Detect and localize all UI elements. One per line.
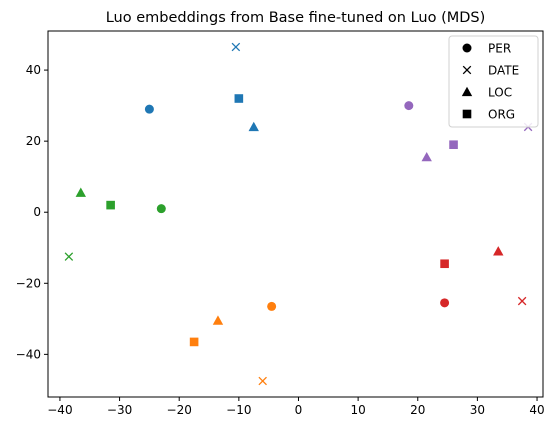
x-tick-label: 20: [410, 403, 425, 417]
data-points: [64, 42, 533, 386]
data-point-circle: [404, 101, 414, 111]
legend-label: LOC: [488, 86, 512, 100]
legend-marker-x: [462, 65, 472, 75]
data-point-triangle: [493, 246, 504, 256]
legend-label: DATE: [488, 64, 519, 78]
legend-marker-square: [462, 109, 472, 119]
x-tick-label: −20: [167, 403, 192, 417]
data-point-square: [440, 259, 449, 269]
data-point-triangle: [248, 121, 259, 132]
data-point-square: [189, 337, 199, 347]
legend-label: ORG: [488, 108, 515, 122]
data-point-triangle: [212, 315, 224, 325]
legend-box: [448, 35, 539, 128]
legend-marker-circle: [462, 43, 472, 53]
data-point-circle: [440, 298, 450, 308]
legend: PER DATE LOC ORG: [448, 35, 539, 128]
x-tick-label: 10: [350, 403, 365, 417]
x-axis: −40 −30 −20 −10 0 10 20 30 40: [47, 397, 545, 417]
x-tick-label: 40: [529, 403, 544, 417]
data-point-square: [449, 140, 458, 150]
data-point-x: [231, 42, 241, 52]
data-point-square: [106, 200, 115, 210]
y-tick-label: −40: [16, 347, 41, 361]
y-axis: −40 −20 0 20 40: [16, 63, 48, 361]
y-tick-label: 40: [26, 63, 41, 77]
x-tick-label: −40: [47, 403, 72, 417]
chart-title: Luo embeddings from Base fine-tuned on L…: [106, 10, 486, 26]
data-point-triangle: [421, 151, 432, 162]
x-tick-label: −30: [107, 403, 132, 417]
legend-label: PER: [488, 42, 511, 56]
data-point-x: [517, 296, 527, 306]
data-point-circle: [267, 301, 277, 311]
data-point-circle: [144, 104, 154, 114]
x-tick-label: −10: [226, 403, 251, 417]
y-tick-label: 20: [26, 134, 41, 148]
x-tick-label: 0: [295, 403, 303, 417]
y-tick-label: 0: [33, 205, 41, 219]
data-point-x: [64, 252, 74, 261]
legend-marker-triangle: [461, 86, 473, 97]
data-point-triangle: [75, 187, 87, 197]
data-point-square: [234, 94, 244, 103]
plot-area-frame: [47, 30, 544, 398]
y-tick-label: −20: [16, 276, 41, 290]
data-point-x: [258, 376, 267, 386]
data-point-circle: [156, 204, 166, 214]
x-tick-label: 30: [470, 403, 485, 417]
